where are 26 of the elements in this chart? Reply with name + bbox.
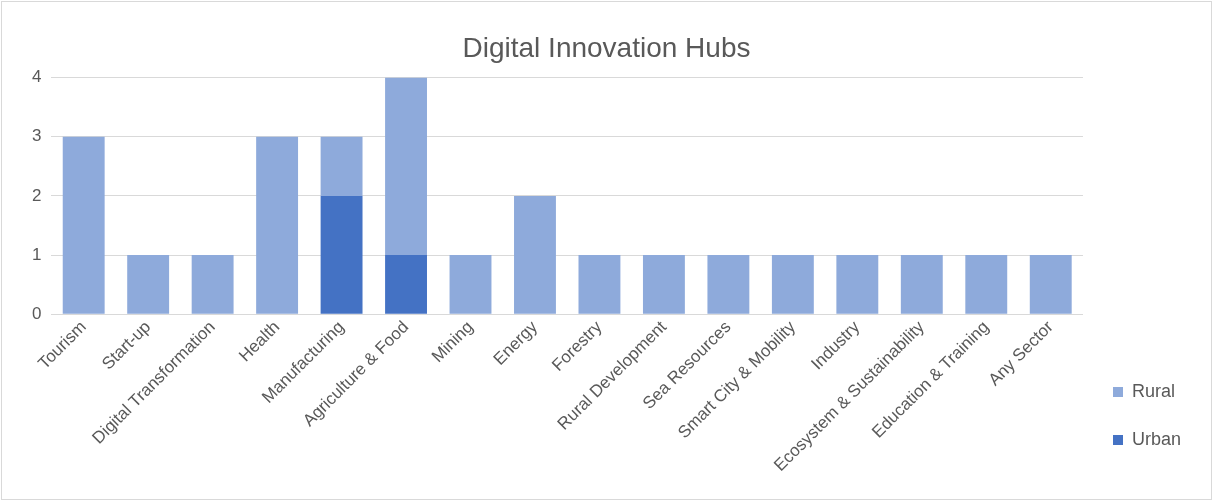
y-tick-label: 1 [31, 244, 42, 264]
y-tick-label: 3 [31, 126, 42, 146]
bar [578, 255, 621, 314]
bar [1029, 255, 1072, 314]
y-tick-label: 4 [31, 67, 42, 87]
bar [320, 195, 363, 314]
y-tick-label: 0 [31, 303, 42, 323]
y-tick-label: 2 [31, 185, 42, 205]
bar [320, 136, 363, 196]
bar [900, 255, 943, 314]
legend-label: Urban [1131, 428, 1182, 449]
bar [965, 255, 1008, 314]
chart-title: Digital Innovation Hubs [462, 31, 751, 63]
bar [385, 77, 427, 256]
bar [256, 136, 299, 314]
bar [62, 136, 105, 314]
bar [771, 255, 814, 314]
bar [836, 255, 879, 314]
bar [127, 255, 170, 314]
bar [385, 255, 427, 314]
bar [449, 255, 492, 314]
legend-label: Rural [1131, 380, 1175, 401]
bar [191, 255, 234, 314]
bar [642, 255, 685, 314]
bar [707, 255, 750, 314]
bar [514, 195, 556, 314]
